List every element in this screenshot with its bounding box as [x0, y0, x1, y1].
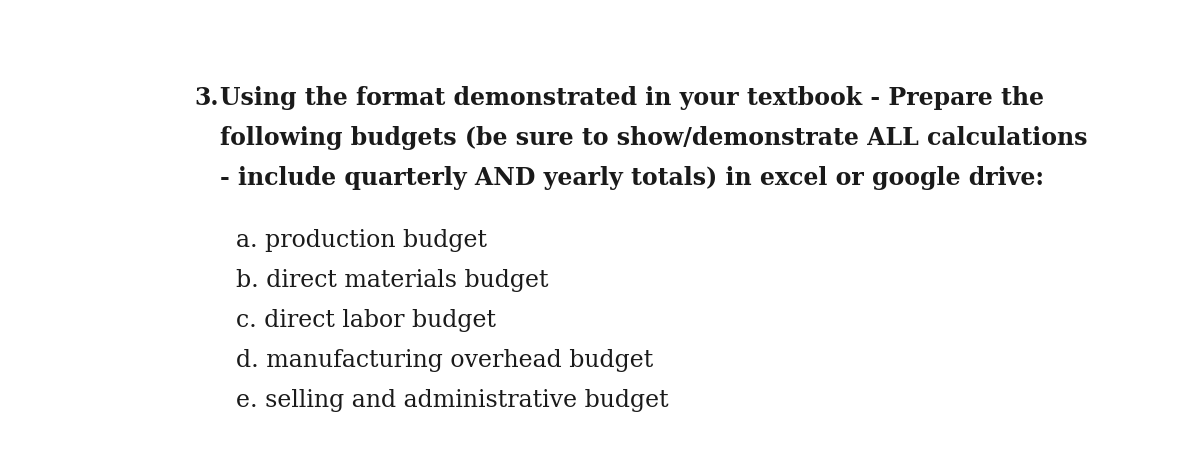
Text: b. direct materials budget: b. direct materials budget: [235, 269, 548, 292]
Text: c. direct labor budget: c. direct labor budget: [235, 309, 496, 332]
Text: - include quarterly AND yearly totals) in excel or google drive:: - include quarterly AND yearly totals) i…: [220, 166, 1044, 190]
Text: Using the format demonstrated in your textbook - Prepare the: Using the format demonstrated in your te…: [220, 86, 1044, 110]
Text: following budgets (be sure to show/demonstrate ALL calculations: following budgets (be sure to show/demon…: [220, 126, 1087, 150]
Text: e. selling and administrative budget: e. selling and administrative budget: [235, 389, 668, 412]
Text: a. production budget: a. production budget: [235, 229, 486, 252]
Text: d. manufacturing overhead budget: d. manufacturing overhead budget: [235, 349, 653, 372]
Text: 3.: 3.: [194, 86, 220, 110]
